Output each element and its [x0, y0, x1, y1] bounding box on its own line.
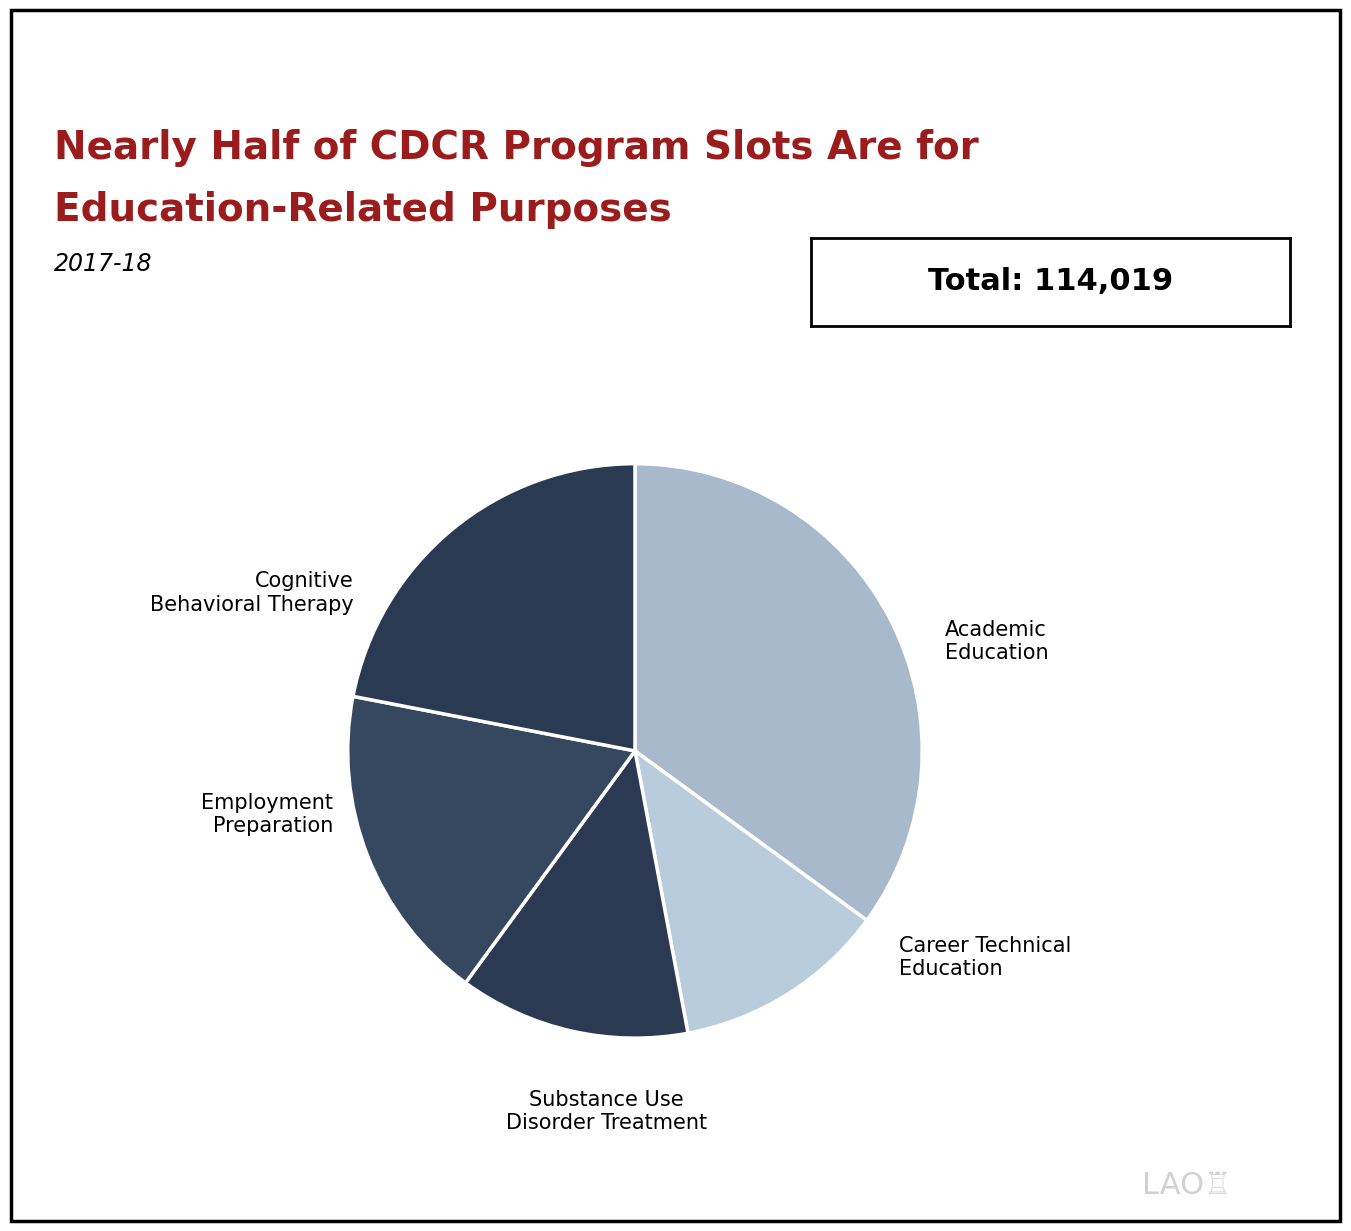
Text: Nearly Half of CDCR Program Slots Are for: Nearly Half of CDCR Program Slots Are fo… [54, 129, 978, 167]
Wedge shape [635, 751, 867, 1033]
Text: Education-Related Purposes: Education-Related Purposes [54, 191, 671, 229]
Wedge shape [466, 751, 688, 1038]
Text: Cognitive
Behavioral Therapy: Cognitive Behavioral Therapy [150, 571, 354, 614]
Text: Substance Use
Disorder Treatment: Substance Use Disorder Treatment [505, 1089, 707, 1133]
Text: Total: 114,019: Total: 114,019 [928, 267, 1173, 297]
Text: Academic
Education: Academic Education [946, 620, 1048, 664]
Text: 2017-18: 2017-18 [54, 252, 153, 276]
Wedge shape [347, 697, 635, 982]
Text: LAO♖: LAO♖ [1142, 1171, 1231, 1200]
Text: Career Technical
Education: Career Technical Education [900, 936, 1071, 980]
Wedge shape [635, 464, 923, 921]
Text: Figure 2: Figure 2 [43, 30, 166, 55]
Wedge shape [353, 464, 635, 751]
Text: Employment
Preparation: Employment Preparation [201, 793, 334, 836]
